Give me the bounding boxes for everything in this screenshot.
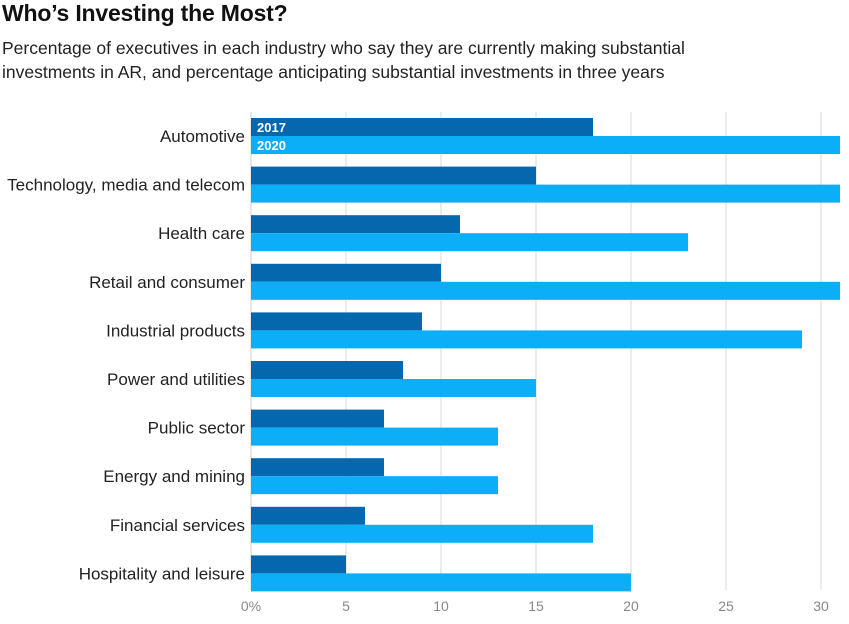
x-axis-ticks: 0% 5 10 15 20 25 30: [241, 598, 829, 614]
x-tick-label: 25: [718, 598, 734, 614]
bar-2020: [251, 379, 536, 397]
x-tick-label: 20: [623, 598, 639, 614]
bar-2017: [251, 263, 441, 282]
subtitle-line-2: investments in AR, and percentage antici…: [2, 62, 665, 82]
category-label: Power and utilities: [107, 370, 245, 389]
bars: 2017 2020: [251, 118, 840, 592]
category-label: Industrial products: [106, 321, 245, 340]
legend-label-2020: 2020: [257, 138, 286, 153]
bar-2017: [251, 555, 346, 574]
legend-label-2017: 2017: [257, 120, 286, 135]
x-tick-label: 30: [813, 598, 829, 614]
category-label: Public sector: [148, 419, 246, 438]
category-label: Hospitality and leisure: [79, 564, 245, 583]
category-label: Health care: [158, 224, 245, 243]
bar-2020: [251, 281, 840, 300]
bar-2020: [251, 427, 498, 446]
subtitle-line-1: Percentage of executives in each industr…: [2, 38, 685, 58]
x-tick-label: 0%: [241, 598, 261, 614]
bar-2017: [251, 361, 403, 379]
x-tick-label: 15: [528, 598, 544, 614]
x-tick-label: 10: [433, 598, 449, 614]
category-label: Energy and mining: [103, 467, 245, 486]
category-label: Financial services: [110, 516, 245, 535]
bar-2017: [251, 166, 536, 185]
bar-2017: [251, 215, 460, 234]
bar-2020: [251, 233, 688, 252]
chart-title: Who’s Investing the Most?: [2, 0, 288, 26]
bar-2017: [251, 118, 593, 136]
category-label: Retail and consumer: [89, 273, 245, 292]
bar-2020: [251, 476, 498, 495]
bar-2020: [251, 330, 802, 349]
category-labels: Automotive Technology, media and telecom H…: [7, 127, 245, 583]
bar-2017: [251, 506, 365, 525]
bar-2017: [251, 409, 384, 428]
bar-2017: [251, 458, 384, 477]
category-label: Automotive: [160, 127, 245, 146]
category-label: Technology, media and telecom: [7, 176, 245, 195]
bar-2020: [251, 184, 840, 203]
bar-2020: [251, 524, 593, 543]
chart-subtitle: Percentage of executives in each industr…: [2, 36, 842, 84]
bar-2020: [251, 573, 631, 592]
bar-2020: [251, 136, 840, 154]
bar-2017: [251, 312, 422, 331]
x-tick-label: 5: [342, 598, 350, 614]
